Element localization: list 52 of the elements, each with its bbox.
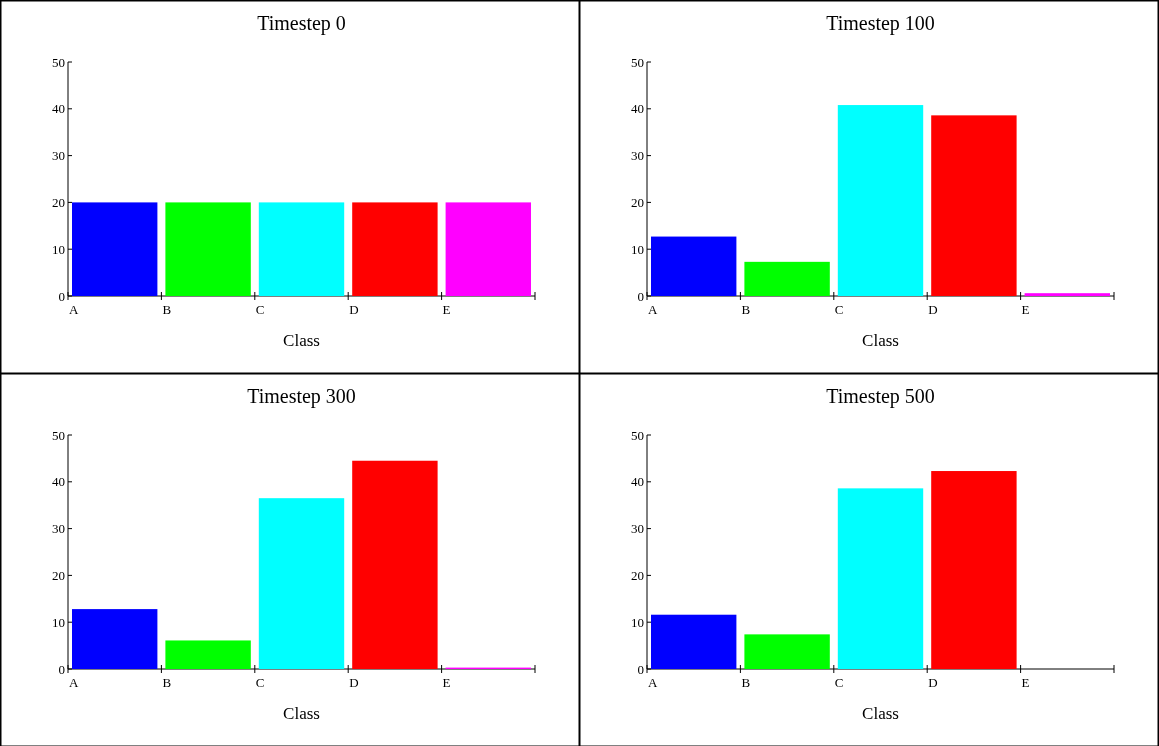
x-tick-label: B: [741, 302, 751, 317]
x-tick-label: B: [741, 675, 751, 690]
x-axis-title: Class: [862, 704, 899, 723]
x-tick-label: E: [1021, 675, 1030, 690]
chart-title: Timestep 500: [826, 385, 935, 408]
x-axis-title: Class: [283, 331, 320, 350]
y-tick-label: 50: [52, 54, 65, 70]
x-tick-label: A: [69, 675, 79, 690]
x-axis-title: Class: [283, 704, 320, 723]
x-tick-label: B: [162, 302, 172, 317]
x-tick-label: D: [928, 675, 938, 690]
y-tick-label: 20: [52, 567, 65, 583]
x-tick-label: A: [648, 302, 658, 317]
y-tick-label: 10: [631, 241, 644, 257]
y-tick-label: 40: [52, 101, 65, 117]
y-tick-label: 0: [637, 661, 644, 677]
chart-title: Timestep 100: [826, 12, 935, 35]
y-tick-label: 0: [58, 661, 65, 677]
y-tick-label: 50: [631, 54, 644, 70]
x-tick-label: E: [1021, 302, 1030, 317]
x-tick-label: D: [349, 302, 359, 317]
y-tick-label: 50: [52, 427, 65, 443]
y-tick-label: 20: [631, 567, 644, 583]
x-tick-label: A: [648, 675, 658, 690]
y-tick-label: 30: [631, 521, 644, 537]
y-tick-label: 10: [52, 614, 65, 630]
x-tick-label: B: [162, 675, 172, 690]
y-tick-label: 50: [631, 427, 644, 443]
y-tick-label: 40: [631, 474, 644, 490]
x-tick-label: D: [928, 302, 938, 317]
y-tick-label: 0: [58, 288, 65, 304]
x-tick-label: D: [349, 675, 359, 690]
y-tick-label: 0: [637, 288, 644, 304]
y-tick-label: 30: [631, 148, 644, 164]
y-tick-label: 10: [52, 241, 65, 257]
y-tick-label: 30: [52, 521, 65, 537]
y-tick-label: 20: [631, 194, 644, 210]
x-axis-title: Class: [862, 331, 899, 350]
x-tick-label: E: [442, 675, 451, 690]
x-tick-label: C: [834, 675, 844, 690]
x-tick-label: C: [255, 302, 265, 317]
x-tick-label: C: [255, 675, 265, 690]
y-tick-label: 10: [631, 614, 644, 630]
y-tick-label: 40: [631, 101, 644, 117]
x-tick-label: A: [69, 302, 79, 317]
x-tick-label: C: [834, 302, 844, 317]
y-tick-label: 30: [52, 148, 65, 164]
x-tick-label: E: [442, 302, 451, 317]
y-tick-label: 20: [52, 194, 65, 210]
y-tick-label: 40: [52, 474, 65, 490]
chart-title: Timestep 0: [257, 12, 346, 35]
chart-title: Timestep 300: [247, 385, 356, 408]
